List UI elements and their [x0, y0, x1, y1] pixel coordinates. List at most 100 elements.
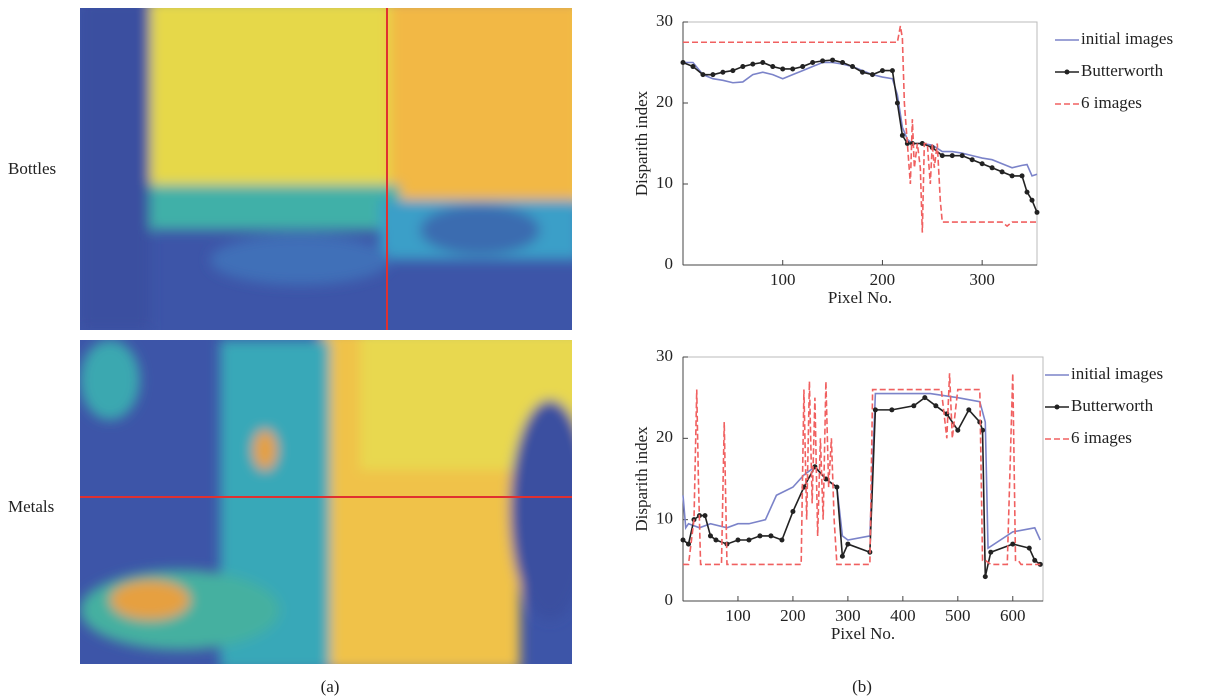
point-marker — [879, 68, 885, 74]
y-tick-label: 30 — [656, 11, 673, 30]
series-line — [682, 392, 1041, 550]
point-marker — [894, 100, 900, 106]
legend-marker — [1054, 404, 1060, 410]
x-tick-label: 200 — [870, 270, 896, 289]
x-axis-label: Pixel No. — [831, 624, 895, 643]
point-marker — [1034, 209, 1040, 215]
point-marker — [702, 513, 708, 519]
x-axis-label: Pixel No. — [828, 288, 892, 307]
point-marker — [999, 169, 1005, 175]
point-marker — [750, 61, 756, 67]
point-marker — [899, 132, 905, 138]
x-tick-label: 300 — [969, 270, 995, 289]
point-marker — [839, 553, 845, 559]
point-marker — [850, 64, 856, 70]
point-marker — [922, 395, 928, 401]
y-tick-label: 10 — [656, 173, 673, 192]
legend-marker — [1064, 69, 1070, 75]
point-marker — [979, 161, 985, 167]
series-line — [682, 59, 1038, 213]
x-tick-label: 500 — [945, 606, 971, 625]
y-tick-label: 20 — [656, 92, 673, 111]
point-marker — [790, 509, 796, 515]
point-marker — [939, 153, 945, 159]
series-line — [683, 25, 1037, 233]
point-marker — [1029, 197, 1035, 203]
point-marker — [845, 541, 851, 547]
point-marker — [780, 66, 786, 72]
x-tick-label: 300 — [835, 606, 861, 625]
point-marker — [955, 427, 961, 433]
x-tick-label: 100 — [770, 270, 796, 289]
x-tick-label: 600 — [1000, 606, 1026, 625]
point-marker — [989, 165, 995, 171]
point-marker — [713, 537, 719, 543]
point-marker — [911, 403, 917, 409]
series-line — [683, 373, 1041, 566]
point-marker — [904, 141, 910, 146]
point-marker — [933, 403, 939, 409]
point-marker — [735, 537, 741, 543]
point-marker — [757, 533, 763, 539]
point-marker — [810, 60, 816, 65]
point-marker — [988, 549, 994, 555]
point-marker — [834, 484, 840, 490]
y-axis-label: Disparith index — [632, 426, 651, 532]
x-tick-label: 100 — [725, 606, 751, 625]
point-marker — [840, 60, 846, 65]
y-tick-label: 20 — [656, 427, 673, 446]
point-marker — [1019, 173, 1025, 179]
bottles-image — [80, 8, 572, 330]
point-marker — [1024, 189, 1030, 195]
y-tick-label: 0 — [665, 590, 674, 609]
legend-label: Butterworth — [1081, 61, 1164, 80]
point-marker — [1009, 173, 1015, 179]
row-label: Metals — [8, 497, 54, 516]
point-marker — [966, 407, 972, 413]
point-marker — [779, 537, 785, 543]
point-marker — [980, 427, 986, 433]
point-marker — [680, 537, 686, 543]
point-marker — [770, 64, 776, 70]
point-marker — [959, 153, 965, 159]
point-marker — [830, 57, 836, 63]
point-marker — [707, 533, 713, 539]
legend-label: initial images — [1081, 29, 1173, 48]
point-marker — [720, 69, 726, 75]
point-marker — [889, 68, 895, 74]
point-marker — [800, 64, 806, 70]
point-marker — [680, 60, 686, 65]
point-marker — [790, 66, 796, 72]
point-marker — [1032, 557, 1038, 563]
legend-label: 6 images — [1081, 93, 1142, 112]
point-marker — [820, 58, 826, 64]
y-tick-label: 30 — [656, 346, 673, 365]
x-tick-label: 400 — [890, 606, 916, 625]
point-marker — [872, 407, 878, 413]
point-marker — [1010, 541, 1016, 547]
point-marker — [710, 72, 716, 78]
point-marker — [700, 72, 706, 78]
point-marker — [760, 60, 766, 65]
y-tick-label: 10 — [656, 509, 673, 528]
y-tick-label: 0 — [665, 254, 674, 273]
panel-label: (a) — [321, 677, 340, 696]
legend-label: Butterworth — [1071, 396, 1154, 415]
x-tick-label: 200 — [780, 606, 806, 625]
panel-label: (b) — [852, 677, 872, 696]
point-marker — [730, 68, 736, 74]
metals-image — [80, 340, 572, 664]
point-marker — [869, 72, 875, 78]
point-marker — [740, 64, 746, 70]
point-marker — [982, 574, 988, 580]
legend-label: 6 images — [1071, 428, 1132, 447]
point-marker — [969, 157, 975, 163]
point-marker — [1026, 545, 1032, 551]
y-axis-label: Disparith index — [632, 90, 651, 196]
point-marker — [859, 69, 865, 75]
point-marker — [690, 64, 696, 70]
point-marker — [889, 407, 895, 413]
series-line — [683, 61, 1038, 177]
row-label: Bottles — [8, 159, 56, 178]
